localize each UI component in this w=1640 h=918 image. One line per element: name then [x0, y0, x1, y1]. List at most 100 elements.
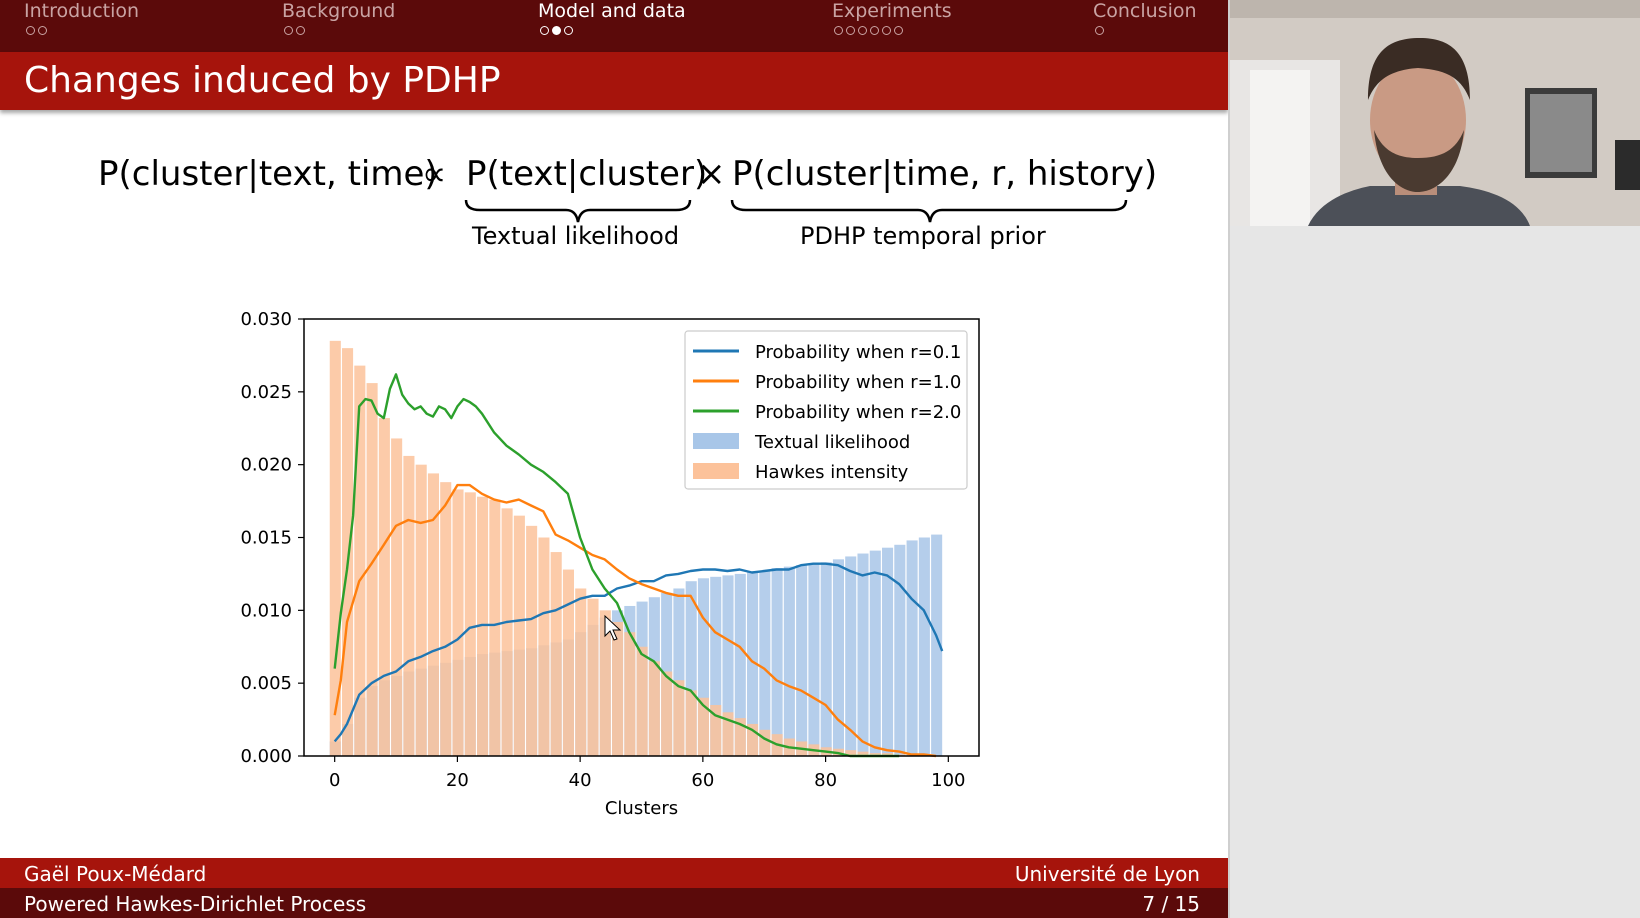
nav-section-label[interactable]: Experiments — [832, 0, 952, 22]
nav-dot[interactable] — [540, 26, 549, 35]
formula-lhs: P(cluster|text, time) — [98, 154, 438, 194]
footer-bottom: Powered Hawkes-Dirichlet Process 7 / 15 — [0, 888, 1228, 918]
bar — [440, 482, 452, 756]
nav-dot[interactable] — [894, 26, 903, 35]
presenter-face — [1370, 58, 1466, 182]
x-tick-label: 80 — [814, 770, 837, 791]
legend-label: Probability when r=0.1 — [755, 342, 961, 363]
nav-dot-current[interactable] — [552, 26, 561, 35]
nav-progress-dots — [540, 26, 573, 35]
formula: P(cluster|text, time) ∝ P(text|cluster) … — [0, 150, 1228, 260]
bar — [538, 537, 550, 756]
bar — [612, 621, 624, 756]
bar — [697, 697, 709, 756]
footer-page-number: 7 / 15 — [1142, 892, 1200, 916]
nav-dot[interactable] — [1095, 26, 1104, 35]
nav-section-label[interactable]: Background — [282, 0, 396, 22]
bar — [918, 537, 930, 756]
brace-label-textual-likelihood: Textual likelihood — [472, 222, 680, 250]
x-tick-label: 40 — [569, 770, 592, 791]
legend-label: Probability when r=1.0 — [755, 372, 961, 393]
bar — [477, 496, 489, 756]
bar — [587, 598, 599, 756]
title-bar: Changes induced by PDHP — [0, 52, 1228, 110]
bar — [747, 572, 759, 756]
bar — [894, 544, 906, 756]
nav-dot[interactable] — [296, 26, 305, 35]
bar — [734, 573, 746, 756]
underbraces — [464, 199, 1128, 223]
nav-section-label[interactable]: Conclusion — [1093, 0, 1197, 22]
bar — [906, 540, 918, 756]
bar — [489, 499, 501, 756]
nav-dot[interactable] — [26, 26, 35, 35]
y-tick-label: 0.030 — [240, 309, 292, 330]
footer-top: Gaël Poux-Médard Université de Lyon — [0, 858, 1228, 888]
underbrace-temporal-prior — [730, 199, 1128, 223]
bar — [820, 562, 832, 756]
nav-section-label[interactable]: Model and data — [538, 0, 686, 22]
bar — [501, 508, 513, 756]
x-axis-label: Clusters — [605, 798, 678, 819]
bar — [734, 718, 746, 756]
y-tick-label: 0.010 — [240, 600, 292, 621]
nav-progress-dots — [1095, 26, 1104, 35]
nav-dot[interactable] — [846, 26, 855, 35]
bar — [648, 661, 660, 756]
formula-propto: ∝ — [422, 154, 447, 194]
legend-swatch — [693, 433, 739, 449]
bar — [869, 550, 881, 756]
bar — [354, 365, 366, 756]
bar — [624, 632, 636, 756]
bar — [329, 340, 341, 756]
presenter-shirt — [1308, 186, 1530, 226]
line-series — [333, 483, 937, 758]
bar — [845, 556, 857, 756]
nav-progress-dots — [834, 26, 903, 35]
bar — [378, 418, 390, 756]
bar — [673, 588, 685, 756]
bar — [661, 671, 673, 756]
nav-dot[interactable] — [870, 26, 879, 35]
nav-dot[interactable] — [882, 26, 891, 35]
bar — [575, 588, 587, 756]
bar — [391, 438, 403, 756]
bar — [857, 553, 869, 756]
nav-section-label[interactable]: Introduction — [24, 0, 140, 22]
y-tick-label: 0.000 — [240, 746, 292, 767]
bar — [452, 489, 464, 756]
nav-dot[interactable] — [284, 26, 293, 35]
section-navbar: Introduction Background Model and data Expe… — [0, 0, 1228, 52]
bar — [759, 571, 771, 756]
x-tick-label: 20 — [446, 770, 469, 791]
nav-dot[interactable] — [834, 26, 843, 35]
bar — [636, 646, 648, 756]
bar — [697, 578, 709, 756]
y-tick-label: 0.025 — [240, 382, 292, 403]
nav-dot[interactable] — [38, 26, 47, 35]
bar — [931, 534, 943, 756]
x-tick-label: 0 — [329, 770, 340, 791]
footer-author: Gaël Poux-Médard — [24, 862, 207, 886]
bar — [882, 547, 894, 756]
x-tick-label: 100 — [931, 770, 965, 791]
legend-label: Textual likelihood — [754, 432, 910, 453]
bar — [808, 563, 820, 756]
nav-dot[interactable] — [858, 26, 867, 35]
legend-label: Probability when r=2.0 — [755, 402, 961, 423]
bar — [427, 473, 439, 756]
nav-dot[interactable] — [564, 26, 573, 35]
bar — [845, 750, 857, 756]
bar — [550, 552, 562, 756]
bar — [832, 559, 844, 756]
bar — [366, 383, 378, 756]
nav-progress-dots — [26, 26, 47, 35]
legend-box — [684, 330, 968, 490]
bar — [599, 610, 611, 756]
line-series — [333, 562, 944, 743]
bar — [526, 525, 538, 756]
bar — [857, 751, 869, 756]
legend-label: Hawkes intensity — [755, 462, 909, 483]
bar — [415, 464, 427, 756]
presenter-video-frame — [1230, 0, 1640, 226]
